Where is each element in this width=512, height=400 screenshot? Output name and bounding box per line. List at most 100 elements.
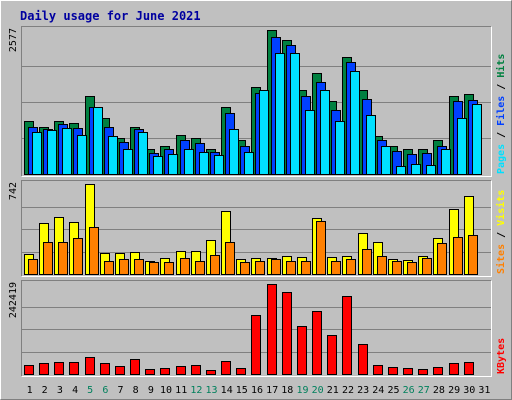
bar-kbytes-day-16 — [251, 315, 261, 375]
x-tick-label: 19 — [296, 385, 308, 396]
x-tick-label: 21 — [327, 385, 339, 396]
bar-pages-day-26 — [411, 164, 421, 175]
bar-kbytes-day-4 — [69, 362, 79, 375]
bar-sites-day-7 — [119, 259, 129, 275]
bar-sites-day-1 — [28, 259, 38, 275]
chart-title: Daily usage for June 2021 — [20, 9, 201, 23]
series-label-part: Visits — [495, 190, 507, 226]
bar-kbytes-day-12 — [191, 365, 201, 375]
bar-pages-day-9 — [153, 156, 163, 175]
bar-pages-day-15 — [244, 152, 254, 175]
bar-sites-day-17 — [271, 259, 281, 275]
x-tick-label: 26 — [403, 385, 415, 396]
bar-kbytes-day-20 — [312, 311, 322, 375]
y-max-label: 742 — [8, 182, 19, 200]
panel-bevel-dark — [21, 280, 492, 377]
bar-kbytes-day-14 — [221, 361, 231, 375]
bar-sites-day-13 — [210, 255, 220, 275]
bar-pages-day-6 — [108, 136, 118, 175]
series-sites — [28, 221, 478, 275]
x-tick-label: 9 — [148, 385, 154, 396]
x-tick-label: 5 — [87, 385, 93, 396]
bar-kbytes-day-21 — [327, 335, 337, 375]
y-max-label: 2577 — [8, 28, 19, 52]
bar-kbytes-day-18 — [282, 292, 292, 375]
x-tick-label: 13 — [205, 385, 217, 396]
series-label-part: / — [496, 226, 507, 244]
panel-kbytes: 242419 KBytes — [8, 280, 507, 377]
bar-pages-day-10 — [168, 154, 178, 175]
bar-pages-day-13 — [214, 155, 224, 175]
bar-kbytes-day-7 — [115, 366, 125, 375]
bar-sites-day-23 — [362, 249, 372, 275]
bar-pages-day-7 — [123, 149, 133, 175]
series-label-part: / — [496, 126, 507, 144]
bar-sites-day-4 — [73, 238, 83, 275]
bar-sites-day-25 — [392, 261, 402, 275]
bar-kbytes-day-13 — [206, 370, 216, 375]
x-tick-label: 11 — [175, 385, 187, 396]
x-tick-label: 4 — [72, 385, 78, 396]
panel-bevel-dark — [21, 180, 492, 277]
x-tick-label: 28 — [433, 385, 445, 396]
bar-kbytes-day-8 — [130, 359, 140, 375]
panel-bevel-dark — [21, 26, 492, 177]
right-series-label: KBytes — [496, 338, 507, 374]
x-tick-label: 7 — [117, 385, 123, 396]
x-axis-day-labels: 1 2 3 4 5 6 7 8 9 10 11 12 13 14 15 16 17 18 19 20 21 22 23 24 2… — [27, 385, 491, 396]
series-kbytes — [24, 284, 474, 375]
bar-kbytes-day-30 — [464, 362, 474, 375]
right-series-label: Pages / Files / Hits — [495, 54, 507, 174]
series-label-part: Pages — [496, 144, 507, 174]
bar-sites-day-9 — [149, 262, 159, 275]
bar-pages-day-17 — [275, 53, 285, 175]
bar-sites-day-10 — [164, 262, 174, 275]
bar-pages-day-29 — [457, 118, 467, 175]
x-tick-label: 23 — [357, 385, 369, 396]
x-tick-label: 12 — [190, 385, 202, 396]
x-tick-label: 20 — [312, 385, 324, 396]
bar-kbytes-day-9 — [145, 369, 155, 375]
bar-sites-day-28 — [437, 243, 447, 275]
bar-pages-day-24 — [381, 146, 391, 175]
chart-panels: 2577 Pages / Files / Hits 742 Sites / Visit… — [8, 26, 507, 377]
bar-pages-day-12 — [199, 152, 209, 175]
bar-sites-day-5 — [89, 227, 99, 275]
x-tick-label: 1 — [27, 385, 33, 396]
bar-pages-day-8 — [138, 132, 148, 175]
bar-kbytes-day-3 — [54, 362, 64, 375]
x-tick-label: 6 — [102, 385, 108, 396]
x-tick-label: 8 — [133, 385, 139, 396]
x-tick-label: 31 — [478, 385, 490, 396]
bar-sites-day-21 — [331, 261, 341, 275]
bar-kbytes-day-22 — [342, 296, 352, 375]
bar-pages-day-21 — [335, 121, 345, 175]
panel-hits-files-pages: 2577 Pages / Files / Hits — [8, 26, 507, 177]
x-tick-label: 17 — [266, 385, 278, 396]
series-label-part: / — [496, 78, 507, 96]
bar-pages-day-22 — [350, 71, 360, 175]
bar-sites-day-20 — [316, 221, 326, 275]
bar-sites-day-3 — [58, 242, 68, 275]
bar-sites-day-26 — [407, 262, 417, 275]
bar-sites-day-12 — [195, 261, 205, 275]
bar-sites-day-19 — [301, 261, 311, 275]
x-tick-label: 18 — [281, 385, 293, 396]
bar-sites-day-14 — [225, 242, 235, 275]
bar-kbytes-day-26 — [403, 368, 413, 375]
series-label-part: Files — [495, 96, 507, 126]
bar-kbytes-day-10 — [160, 368, 170, 375]
bar-pages-day-30 — [472, 104, 482, 175]
bar-sites-day-6 — [104, 261, 114, 275]
bar-kbytes-day-24 — [373, 365, 383, 375]
x-tick-label: 2 — [42, 385, 48, 396]
bar-pages-day-20 — [320, 90, 330, 175]
x-tick-label: 3 — [57, 385, 63, 396]
bar-sites-day-24 — [377, 256, 387, 275]
bar-pages-day-4 — [77, 135, 87, 175]
bar-pages-day-27 — [426, 165, 436, 175]
bar-sites-day-18 — [286, 261, 296, 275]
bar-kbytes-day-28 — [433, 367, 443, 375]
bar-pages-day-5 — [93, 107, 103, 175]
